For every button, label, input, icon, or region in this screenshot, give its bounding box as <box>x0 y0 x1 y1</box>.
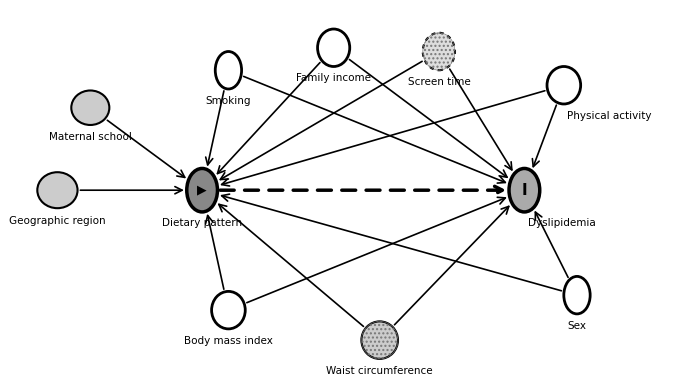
Ellipse shape <box>37 172 77 208</box>
Text: Smoking: Smoking <box>206 96 251 106</box>
Ellipse shape <box>187 168 217 212</box>
Text: Waist circumference: Waist circumference <box>326 366 433 376</box>
Text: Sex: Sex <box>567 321 586 331</box>
Text: Geographic region: Geographic region <box>9 216 105 226</box>
Text: Dyslipidemia: Dyslipidemia <box>527 218 595 228</box>
Ellipse shape <box>362 322 398 359</box>
Text: Physical activity: Physical activity <box>567 111 651 121</box>
Text: Family income: Family income <box>296 73 371 83</box>
Text: I: I <box>521 183 527 198</box>
Ellipse shape <box>318 29 350 67</box>
Ellipse shape <box>215 51 242 89</box>
Text: Dietary pattern: Dietary pattern <box>162 218 242 228</box>
Text: ▶: ▶ <box>197 184 207 197</box>
Ellipse shape <box>71 91 110 125</box>
Ellipse shape <box>547 67 581 104</box>
Text: Maternal school: Maternal school <box>49 132 132 142</box>
Ellipse shape <box>212 291 245 329</box>
Text: Screen time: Screen time <box>408 77 471 87</box>
Ellipse shape <box>423 33 455 70</box>
Text: Body mass index: Body mass index <box>184 336 273 346</box>
Ellipse shape <box>564 276 590 314</box>
Ellipse shape <box>509 168 540 212</box>
